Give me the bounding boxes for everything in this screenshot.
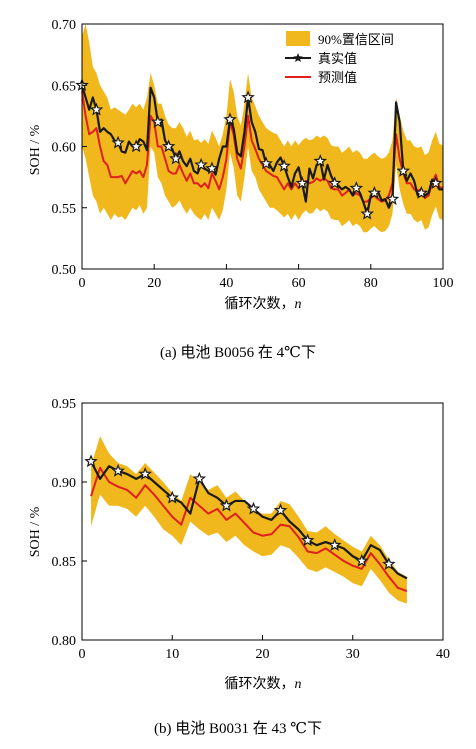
actual-marker-star: [300, 533, 315, 547]
ticks-b: 0 10 20 30 40 0.80 0.85 0.90 0.95: [52, 397, 451, 662]
actual-marker-star: [349, 181, 364, 194]
actual-marker-star: [277, 158, 291, 172]
y-axis-label-b: SOH / %: [28, 506, 43, 557]
y-tick-label: 0.70: [52, 18, 77, 33]
actual-marker-star: [273, 503, 288, 517]
x-tick-label: 30: [346, 647, 360, 662]
predicted-series-a: [81, 91, 444, 203]
x-tick-label: 60: [292, 276, 306, 291]
predicted-line: [81, 91, 444, 203]
x-tick-label: 40: [219, 276, 233, 291]
actual-marker-star: [428, 176, 443, 190]
caption-b: (b) 电池 B0031 在 43 ℃下: [154, 720, 322, 737]
x-tick-label: 0: [79, 276, 86, 291]
actual-marker-star: [360, 206, 374, 220]
x-tick-label: 100: [433, 276, 454, 291]
confidence-band-a: [82, 24, 443, 233]
legend-band-label: 90%置信区间: [318, 32, 394, 47]
x-tick-label: 80: [364, 276, 378, 291]
actual-markers-b: [84, 454, 396, 570]
actual-marker-star: [165, 490, 180, 504]
actual-marker-star: [295, 176, 309, 190]
x-axis-label-a: 循环次数，n: [225, 296, 302, 312]
actual-marker-star: [259, 156, 273, 170]
predicted-series-b: [90, 466, 408, 592]
actual-marker-star: [205, 161, 219, 175]
actual-marker-star: [414, 185, 429, 199]
caption-a: (a) 电池 B0056 在 4℃下: [160, 344, 316, 361]
actual-series-a: [80, 84, 443, 215]
y-axis-label-a: SOH / %: [28, 124, 43, 175]
actual-marker-star: [246, 501, 261, 515]
x-tick-label: 40: [436, 647, 450, 662]
actual-marker-star: [327, 538, 342, 551]
legend-predicted-label: 预测值: [318, 70, 357, 85]
y-tick-label: 0.95: [52, 397, 77, 412]
confidence-band-b: [91, 436, 407, 604]
panel-a: 0 20 40 60 80 100 0.50 0.55 0.60 0.65 0.70 90%置信区间…: [28, 18, 454, 361]
y-tick-label: 0.55: [52, 202, 77, 217]
actual-marker-star: [84, 454, 98, 468]
x-axis-label-b: 循环次数，n: [225, 676, 302, 692]
x-axis-label-b-var: n: [295, 677, 302, 692]
actual-marker-star: [111, 463, 125, 477]
y-tick-label: 0.85: [52, 555, 77, 570]
x-tick-label: 0: [79, 647, 86, 662]
legend-a: 90%置信区间 真实值 预测值: [285, 31, 394, 85]
panel-b: 0 10 20 30 40 0.80 0.85 0.90 0.95 SOH / % 循环次数，n…: [28, 397, 450, 737]
actual-marker-star: [367, 185, 382, 199]
actual-marker-star: [129, 139, 143, 153]
actual-marker-star: [151, 114, 165, 128]
actual-marker-star: [385, 192, 400, 205]
actual-marker-star: [396, 163, 411, 177]
legend-actual-label: 真实值: [318, 51, 357, 66]
actual-marker-star: [223, 112, 237, 126]
confidence-band-area: [82, 24, 443, 233]
actual-marker-star: [194, 157, 208, 171]
x-tick-label: 20: [147, 276, 161, 291]
actual-line: [80, 84, 443, 215]
actual-markers-a: [75, 78, 443, 220]
y-tick-label: 0.60: [52, 141, 77, 156]
y-tick-label: 0.90: [52, 476, 77, 491]
x-tick-label: 20: [256, 647, 270, 662]
actual-marker-star: [354, 553, 369, 567]
y-tick-label: 0.50: [52, 263, 77, 278]
x-axis-label-a-text: 循环次数，: [225, 296, 295, 312]
actual-marker-star: [89, 102, 104, 116]
legend-actual-star-icon: [293, 53, 303, 63]
legend-band-swatch: [286, 31, 310, 46]
actual-marker-star: [161, 139, 176, 153]
actual-marker-star: [219, 498, 234, 512]
actual-marker-star: [192, 471, 207, 485]
actual-marker-star: [382, 557, 396, 570]
ticks-a: 0 20 40 60 80 100 0.50 0.55 0.60 0.65 0.70: [52, 18, 454, 291]
actual-marker-star: [138, 466, 152, 480]
x-axis-label-b-text: 循环次数，: [225, 676, 295, 692]
x-tick-label: 10: [165, 647, 179, 662]
predicted-line: [90, 466, 408, 592]
y-tick-label: 0.80: [52, 634, 77, 649]
actual-marker-star: [313, 154, 328, 167]
actual-marker-star: [241, 90, 255, 104]
actual-marker-star: [111, 135, 125, 149]
actual-marker-star: [327, 176, 342, 190]
confidence-band-area: [91, 436, 407, 604]
actual-marker-star: [169, 151, 183, 165]
y-tick-label: 0.65: [52, 79, 77, 94]
x-axis-label-a-var: n: [295, 297, 302, 312]
